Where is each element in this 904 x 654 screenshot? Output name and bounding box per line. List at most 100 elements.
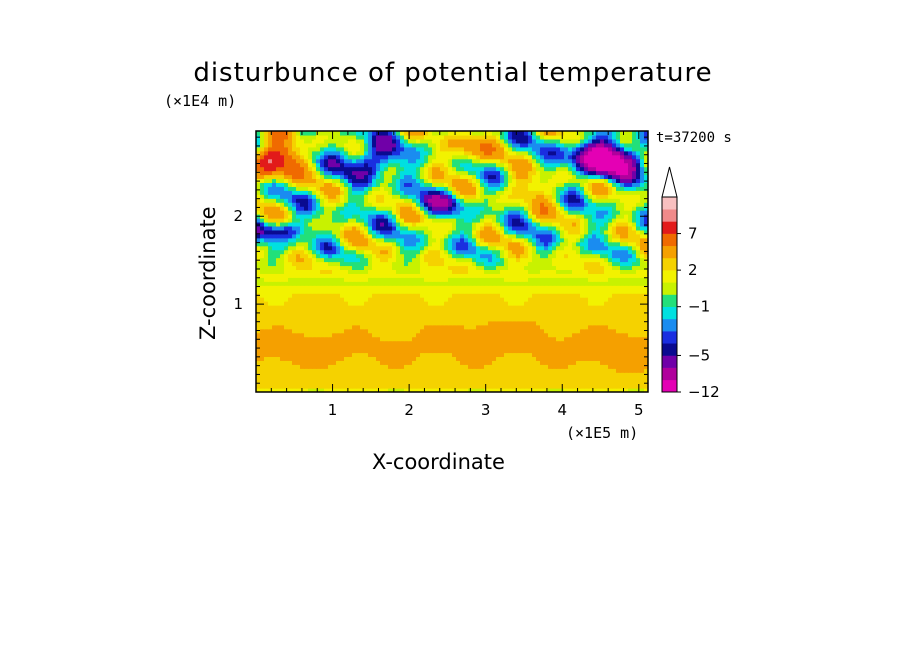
field-cell <box>256 380 261 385</box>
field-cell <box>472 384 477 389</box>
field-cell <box>444 194 449 199</box>
field-cell <box>552 221 557 227</box>
field-cell <box>612 360 617 365</box>
field-cell <box>616 257 621 263</box>
field-cell <box>448 372 453 377</box>
field-cell <box>536 218 541 223</box>
field-cell <box>428 273 433 278</box>
field-cell <box>384 324 389 330</box>
field-cell <box>256 273 261 278</box>
field-cell <box>536 320 541 326</box>
field-cell <box>400 344 405 350</box>
field-cell <box>520 340 525 346</box>
field-cell <box>268 316 273 322</box>
field-cell <box>352 297 357 302</box>
field-cell <box>348 380 353 385</box>
field-cell <box>260 285 265 290</box>
field-cell <box>260 332 265 338</box>
field-cell <box>292 229 297 235</box>
field-cell <box>352 352 357 357</box>
field-cell <box>360 344 365 350</box>
field-cell <box>352 249 357 255</box>
field-cell <box>312 380 317 385</box>
field-cell <box>604 253 609 259</box>
field-cell <box>260 225 265 231</box>
field-cell <box>488 190 493 195</box>
field-cell <box>604 206 609 211</box>
field-cell <box>476 312 481 318</box>
field-cell <box>500 206 505 211</box>
field-cell <box>364 289 369 294</box>
field-cell <box>264 221 269 227</box>
field-cell <box>360 261 365 267</box>
field-cell <box>512 384 517 389</box>
field-cell <box>352 336 357 342</box>
field-cell <box>300 312 305 318</box>
field-cell <box>256 384 261 389</box>
field-cell <box>460 332 465 338</box>
field-cell <box>316 384 321 389</box>
field-cell <box>292 372 297 377</box>
field-cell <box>640 305 645 310</box>
field-cell <box>544 210 549 215</box>
field-cell <box>344 308 349 314</box>
field-cell <box>332 285 337 290</box>
field-cell <box>528 301 533 306</box>
field-cell <box>336 388 341 392</box>
field-cell <box>476 221 481 227</box>
field-cell <box>540 253 545 259</box>
field-cell <box>620 316 625 322</box>
field-cell <box>344 229 349 235</box>
field-cell <box>596 352 601 357</box>
field-cell <box>504 348 509 354</box>
field-cell <box>616 206 621 211</box>
field-cell <box>348 206 353 211</box>
field-cell <box>520 305 525 310</box>
field-cell <box>540 229 545 235</box>
field-cell <box>532 233 537 239</box>
field-cell <box>536 198 541 203</box>
field-cell <box>548 368 553 373</box>
field-cell <box>584 376 589 381</box>
field-cell <box>284 257 289 263</box>
field-cell <box>608 277 613 282</box>
field-cell <box>356 289 361 294</box>
field-cell <box>624 206 629 211</box>
field-cell <box>312 277 317 282</box>
field-cell <box>476 237 481 243</box>
field-cell <box>380 380 385 385</box>
field-cell <box>336 214 341 219</box>
field-cell <box>596 237 601 243</box>
field-cell <box>416 372 421 377</box>
field-cell <box>404 221 409 227</box>
field-cell <box>284 194 289 199</box>
field-cell <box>624 388 629 392</box>
field-cell <box>552 293 557 298</box>
field-cell <box>600 273 605 278</box>
field-cell <box>644 241 648 247</box>
field-cell <box>556 368 561 373</box>
field-cell <box>640 225 645 231</box>
field-cell <box>444 384 449 389</box>
field-cell <box>316 293 321 298</box>
field-cell <box>620 376 625 381</box>
field-cell <box>408 241 413 247</box>
field-cell <box>324 221 329 227</box>
field-cell <box>576 221 581 227</box>
field-cell <box>492 356 497 361</box>
field-cell <box>280 273 285 278</box>
field-cell <box>268 324 273 330</box>
field-cell <box>276 340 281 346</box>
field-cell <box>316 277 321 282</box>
field-cell <box>604 273 609 278</box>
field-cell <box>584 273 589 278</box>
field-cell <box>628 233 633 239</box>
field-cell <box>528 312 533 318</box>
field-cell <box>596 245 601 251</box>
field-cell <box>556 237 561 243</box>
field-cell <box>496 214 501 219</box>
field-cell <box>484 360 489 365</box>
field-cell <box>640 265 645 270</box>
field-cell <box>480 214 485 219</box>
field-cell <box>344 206 349 211</box>
